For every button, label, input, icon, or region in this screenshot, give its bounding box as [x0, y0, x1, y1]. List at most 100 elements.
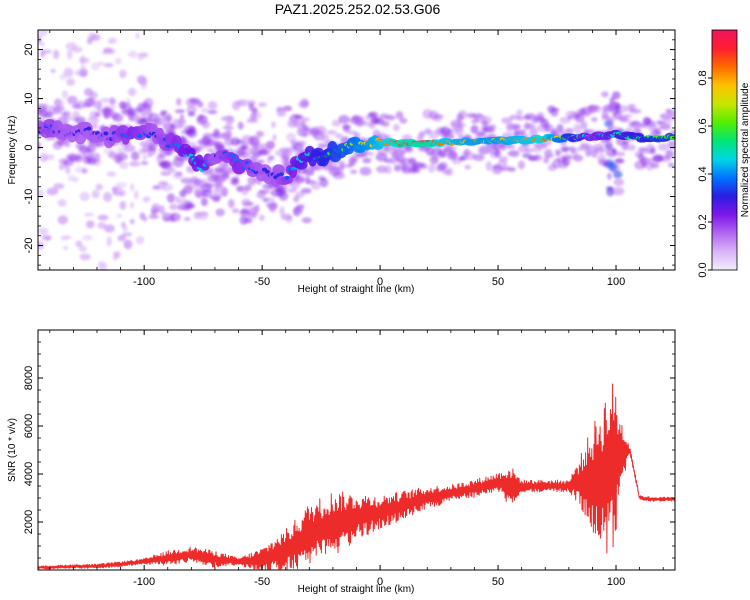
spectral-blob — [91, 152, 101, 163]
spectral-blob — [498, 155, 509, 162]
spectral-blob — [276, 184, 289, 190]
spectral-blob — [103, 107, 114, 113]
spectral-blob — [90, 33, 101, 41]
spectral-blob — [346, 130, 357, 135]
colorbar: 0.0 0.2 0.4 0.6 0.8 Normalized spectral ampl… — [697, 29, 750, 278]
spectral-blob — [114, 57, 122, 65]
spectral-blob — [159, 111, 167, 117]
spectrogram-marks — [38, 30, 675, 270]
y-tick-label: 2000 — [23, 510, 35, 534]
spectral-blob — [140, 84, 148, 90]
spectral-blob — [297, 209, 303, 215]
spectral-blob — [501, 117, 513, 124]
y-tick-label: 10 — [23, 92, 35, 104]
spectral-blob — [583, 129, 596, 134]
spectral-blob — [625, 144, 636, 151]
spectral-blob — [220, 116, 227, 122]
spectral-blob — [404, 145, 413, 151]
spectral-blob — [114, 250, 121, 259]
spectral-blob — [255, 130, 265, 138]
spectral-blob — [611, 91, 621, 100]
spectral-blob — [53, 106, 61, 115]
spectral-blob — [141, 103, 153, 109]
spectral-blob — [151, 203, 161, 212]
spectral-blob — [134, 106, 145, 113]
spectral-blob — [334, 133, 343, 139]
spectral-blob — [622, 114, 633, 119]
spectral-blob — [63, 111, 71, 119]
spectral-blob — [106, 171, 117, 177]
spectral-blob — [284, 147, 293, 157]
ridge-point-core — [103, 131, 109, 136]
spectral-blob — [310, 180, 321, 190]
spectral-blob — [74, 100, 86, 110]
spectral-blob — [478, 145, 490, 155]
spectral-blob — [657, 143, 669, 152]
spectral-blob — [158, 181, 169, 186]
spectral-blob — [470, 124, 480, 135]
spectral-blob — [225, 115, 235, 125]
spectral-blob — [119, 161, 129, 169]
colorbar-tick-label: 0.4 — [697, 166, 709, 181]
spectral-blob — [46, 187, 59, 196]
scatter-layer — [38, 30, 625, 270]
spectral-blob — [485, 161, 493, 171]
spectral-blob — [350, 169, 358, 174]
spectral-blob — [241, 140, 249, 150]
spectral-blob — [137, 118, 148, 126]
spectral-blob — [57, 215, 68, 225]
spectral-blob — [127, 113, 140, 122]
spectral-blob — [147, 145, 157, 156]
spectral-blob — [258, 214, 265, 222]
spectral-blob — [142, 196, 151, 203]
spectral-blob — [223, 166, 234, 171]
spectral-blob — [393, 164, 402, 172]
spectral-blob — [342, 124, 352, 130]
y-tick-label: -10 — [23, 189, 35, 205]
spectral-blob — [574, 113, 585, 123]
spectral-blob — [207, 148, 215, 153]
spectral-blob — [238, 123, 245, 129]
spectral-blob — [580, 121, 588, 130]
spectral-blob — [207, 109, 218, 115]
spectral-blob — [585, 144, 595, 150]
spectral-blob — [293, 195, 300, 203]
spectral-blob — [106, 236, 112, 247]
spectral-blob — [587, 104, 596, 114]
spectral-blob — [107, 37, 117, 44]
spectral-blob — [601, 109, 609, 119]
spectral-blob — [103, 224, 115, 233]
x-tick-label: 0 — [377, 576, 383, 588]
spectral-blob — [593, 105, 602, 113]
ridge-point-core — [284, 175, 290, 180]
spectral-blob — [619, 118, 631, 123]
spectral-blob — [140, 111, 150, 117]
spectral-blob — [507, 167, 516, 172]
spectral-blob — [244, 217, 253, 224]
spectral-blob — [235, 139, 245, 145]
spectral-blob — [133, 190, 139, 200]
spectral-blob — [86, 220, 95, 229]
spectral-blob — [287, 188, 297, 193]
spectral-blob — [40, 50, 46, 58]
spectral-blob — [166, 193, 176, 203]
spectral-blob — [64, 140, 72, 148]
spectral-blob — [623, 139, 630, 146]
x-tick-label: -100 — [133, 576, 155, 588]
spectral-blob — [489, 124, 497, 130]
spectral-blob — [516, 109, 523, 117]
spectral-blob — [321, 133, 330, 144]
spectral-blob — [130, 183, 135, 192]
ridge-point — [294, 159, 308, 170]
spectral-blob — [78, 245, 87, 253]
spectral-blob — [119, 69, 127, 79]
spectral-blob — [66, 95, 78, 105]
spectral-blob — [87, 37, 93, 45]
spectral-blob — [63, 67, 74, 78]
spectral-blob — [135, 236, 145, 245]
colorbar-tick-label: 0.0 — [697, 262, 709, 277]
spectral-blob — [564, 127, 574, 134]
spectral-blob — [246, 146, 253, 156]
spectral-blob — [606, 172, 612, 180]
